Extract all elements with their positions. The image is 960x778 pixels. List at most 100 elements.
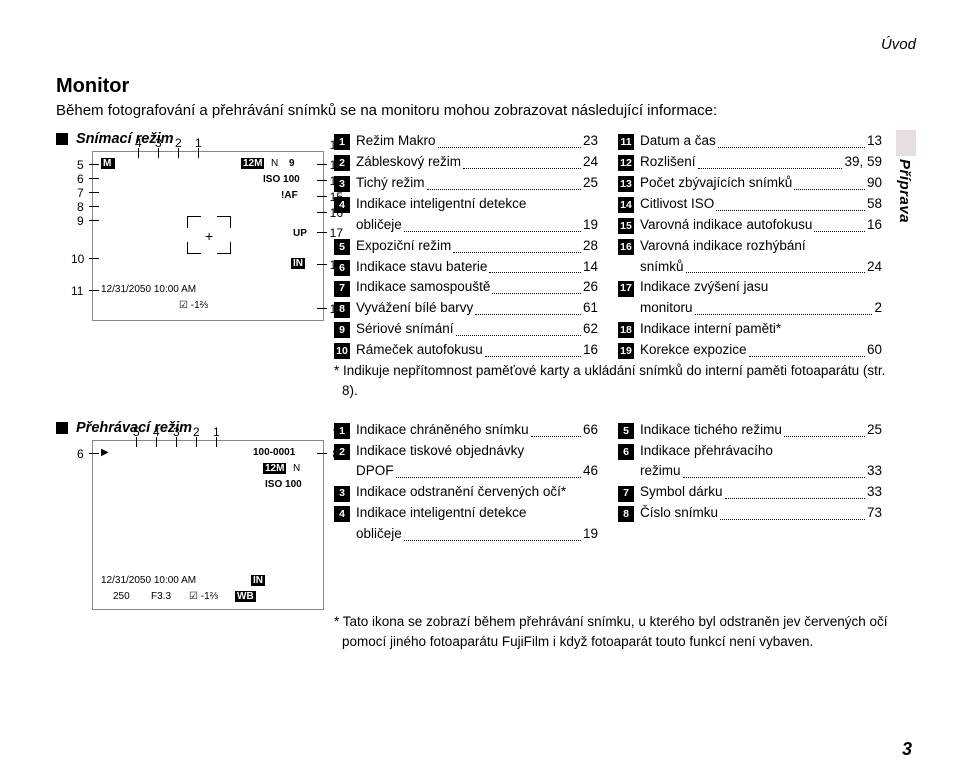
legend-page: 46 [583,461,598,482]
shooting-footnote: * Indikuje nepřítomnost paměťové karty a… [334,361,894,402]
legend-page: 24 [867,257,882,278]
bullet-square-icon [56,133,68,145]
legend-row: 5 Expoziční režim 28 [334,236,598,257]
legend-row: 6Indikace stavu baterie14 [334,257,598,278]
page-number: 3 [902,739,912,760]
legend-row: 12Rozlišení39, 59 [618,152,882,173]
legend-row: 4 Indikace inteligentní detekce [334,503,598,524]
shooting-list-2: 11Datum a čas1312Rozlišení39, 5913Počet … [618,131,882,361]
legend-label-cont: snímků [640,257,684,278]
legend-label: Varovná indikace rozhýbání [640,236,806,257]
legend-label: Citlivost ISO [640,194,714,215]
pb-datetime: 12/31/2050 10:00 AM [101,575,196,586]
legend-page: 61 [583,298,598,319]
legend-label: Indikace inteligentní detekce [356,194,526,215]
bullet-square-icon [56,422,68,434]
legend-row: 2Zábleskový režim24 [334,152,598,173]
legend-row: 8Vyvážení bílé barvy61 [334,298,598,319]
legend-label: Indikace interní paměti* [640,319,781,340]
callout-6: 6 [77,172,84,186]
datetime-text: 12/31/2050 10:00 AM [101,284,196,295]
legend-number: 14 [618,197,634,213]
frame-number: 100-0001 [253,447,295,458]
legend-label-cont: DPOF [356,461,394,482]
legend-row: 15Varovná indikace autofokusu16 [618,215,882,236]
legend-page: 19 [583,524,598,545]
legend-number: 5 [334,239,350,255]
legend-page: 33 [867,482,882,503]
legend-number: 2 [334,444,350,460]
frames-left: 9 [289,158,295,169]
legend-label: Rámeček autofokusu [356,340,483,361]
legend-row: 9 Sériové snímání 62 [334,319,598,340]
legend-page: 73 [867,503,882,524]
legend-label: Korekce expozice [640,340,747,361]
legend-label: Datum a čas [640,131,716,152]
pb-n-letter: N [293,463,300,474]
pb-iso: ISO 100 [265,479,302,490]
legend-number: 8 [618,506,634,522]
legend-label: Indikace stavu baterie [356,257,487,278]
legend-page: 23 [583,131,598,152]
legend-page: 2 [874,298,882,319]
legend-label: Indikace zvýšení jasu [640,277,768,298]
legend-number: 12 [618,155,634,171]
callout-11: 11 [71,284,83,298]
playback-list-1: 1Indikace chráněného snímku662Indikace t… [334,420,598,610]
legend-label: Indikace chráněného snímku [356,420,529,441]
in-text: IN [291,258,305,269]
legend-row: 10Rámeček autofokusu16 [334,340,598,361]
intro-text: Během fotografování a přehrávání snímků … [56,102,916,119]
legend-number: 7 [334,281,350,297]
legend-label-cont: režimu [640,461,681,482]
shooting-heading: Snímací režim [56,131,326,147]
legend-page: 58 [867,194,882,215]
page-title: Monitor [56,75,916,98]
legend-page: 25 [583,173,598,194]
legend-row: 11Datum a čas13 [618,131,882,152]
legend-number: 16 [618,239,634,255]
legend-row: 7 Symbol dárku 33 [618,482,882,503]
legend-page: 13 [867,131,882,152]
legend-label: Indikace inteligentní detekce [356,503,526,524]
legend-row: 13Počet zbývajících snímků90 [618,173,882,194]
legend-row: 17 Indikace zvýšení jasu [618,277,882,298]
legend-page: 28 [583,236,598,257]
legend-label: Expoziční režim [356,236,451,257]
legend-page: 33 [867,461,882,482]
legend-row: 16 Varovná indikace rozhýbání [618,236,882,257]
legend-page: 90 [867,173,882,194]
legend-number: 7 [618,486,634,502]
callout-10: 10 [71,252,84,266]
legend-row: 8 Číslo snímku 73 [618,503,882,524]
side-tab-box [896,130,916,156]
legend-number: 6 [618,444,634,460]
res-12m-icon: 12M [241,158,264,169]
legend-label: Symbol dárku [640,482,723,503]
legend-label: Indikace odstranění červených očí* [356,482,566,503]
legend-label: Zábleskový režim [356,152,461,173]
legend-page: 62 [583,319,598,340]
legend-label: Vyvážení bílé barvy [356,298,473,319]
playback-list-2: 5Indikace tichého režimu256Indikace přeh… [618,420,882,610]
pb-wb: WB [235,591,256,602]
legend-label: Počet zbývajících snímků [640,173,792,194]
legend-page: 66 [583,420,598,441]
legend-page: 14 [583,257,598,278]
legend-label: Sériové snímání [356,319,454,340]
legend-number: 9 [334,322,350,338]
legend-label-cont: obličeje [356,524,402,545]
legend-label: Indikace tiskové objednávky [356,441,524,462]
legend-row: 6Indikace přehrávacího [618,441,882,462]
legend-label: Číslo snímku [640,503,718,524]
legend-number: 4 [334,506,350,522]
up-text: UP [293,228,307,239]
callout-9: 9 [77,214,84,228]
legend-number: 17 [618,281,634,297]
n-letter: N [271,158,278,169]
side-tab: Příprava [896,130,916,223]
legend-row: 14 Citlivost ISO 58 [618,194,882,215]
legend-page: 26 [583,277,598,298]
legend-number: 2 [334,155,350,171]
playback-row: Přehrávací režim 5 4 3 2 1 6 7 8 ▶ 100-0… [56,420,916,610]
